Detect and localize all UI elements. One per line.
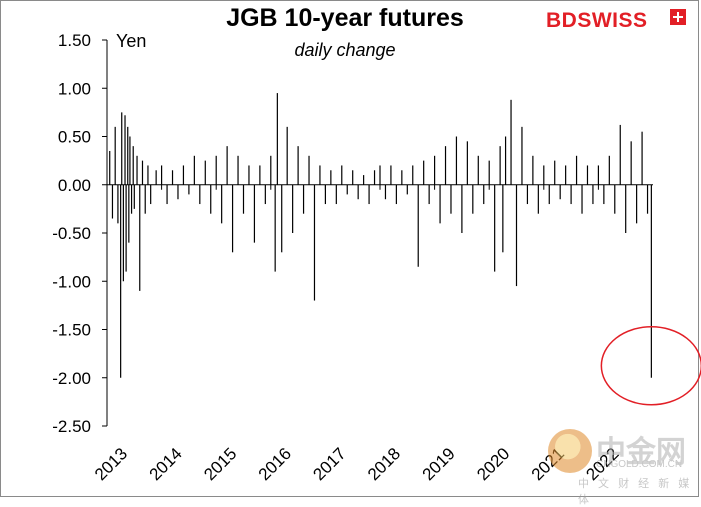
watermark-logo-icon — [548, 429, 592, 473]
watermark-domain: CNGOLD.COM.CN — [596, 459, 683, 470]
y-tick-label: -2.00 — [52, 369, 91, 388]
y-tick-label: -1.50 — [52, 321, 91, 340]
swiss-cross-icon — [670, 9, 686, 25]
y-tick-label: 1.00 — [58, 79, 91, 98]
y-tick-label: -1.00 — [52, 272, 91, 291]
y-tick-label: -2.50 — [52, 417, 91, 436]
x-tick-label: 2019 — [419, 444, 459, 484]
x-tick-label: 2018 — [364, 444, 404, 484]
x-tick-label: 2014 — [146, 444, 186, 484]
highlight-layer — [600, 326, 701, 406]
watermark: 中金网 CNGOLD.COM.CN 中 文 财 经 新 媒 体 — [548, 425, 698, 506]
x-tick-label: 2016 — [255, 444, 295, 484]
watermark-name: 中金网 — [596, 435, 686, 470]
brand-prefix: BD — [546, 9, 578, 32]
brand-suffix: SWISS — [577, 9, 648, 32]
chart-frame — [0, 0, 699, 497]
y-tick-label: -0.50 — [52, 224, 91, 243]
x-tick-label: 2013 — [91, 444, 131, 484]
bar-series — [109, 93, 652, 378]
chart-title: JGB 10-year futures — [226, 4, 464, 32]
watermark-tagline: 中 文 财 经 新 媒 体 — [578, 478, 693, 506]
highlight-ellipse — [600, 326, 701, 406]
y-axis-label: Yen — [116, 31, 147, 51]
x-tick-label: 2015 — [200, 444, 240, 484]
x-tick-label: 2020 — [473, 444, 513, 484]
y-tick-label: 1.50 — [58, 31, 91, 50]
x-tick-label: 2017 — [309, 444, 349, 484]
brand-logo: BDSWISS — [546, 9, 648, 33]
y-tick-label: 0.50 — [58, 128, 91, 147]
y-axis: 1.50 1.00 0.50 0.00 -0.50 -1.00 -1.50 -2.00 -2.5… — [52, 31, 108, 436]
y-tick-label: 0.00 — [58, 176, 91, 195]
chart-subtitle: daily change — [294, 40, 396, 60]
